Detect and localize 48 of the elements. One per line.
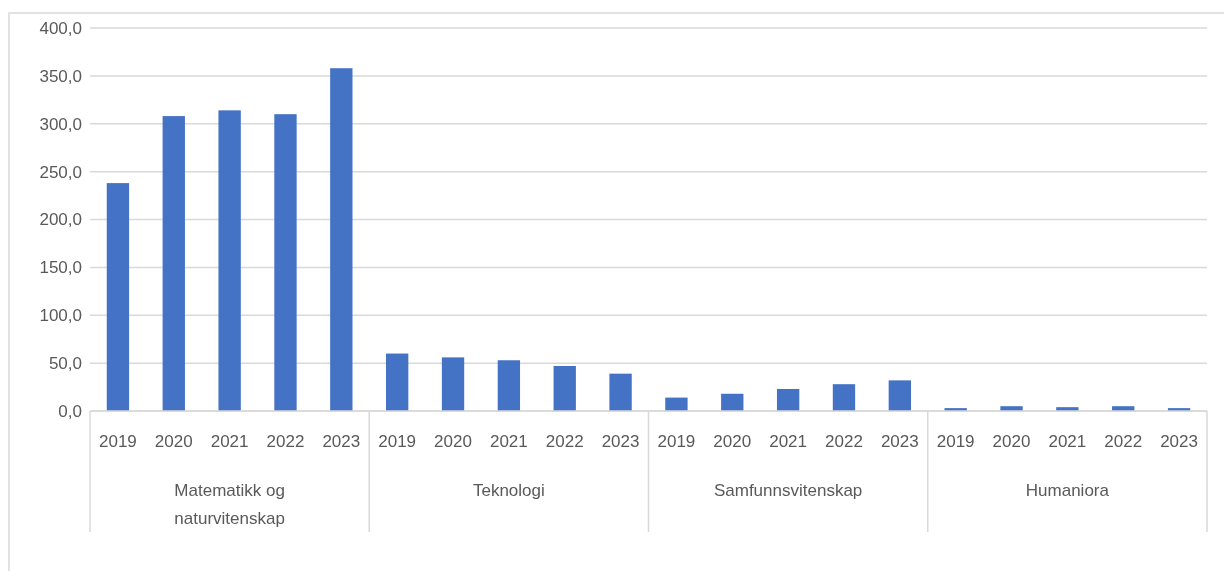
y-tick-label: 200,0 [39, 210, 82, 230]
x-tick-label: 2019 [936, 431, 975, 451]
x-tick-label: 2019 [657, 431, 696, 451]
bar [665, 397, 688, 411]
y-tick-label: 0,0 [58, 401, 82, 421]
bar [721, 393, 744, 411]
bar [106, 183, 130, 411]
x-tick-label: 2022 [545, 431, 584, 451]
bar [553, 366, 576, 411]
y-tick-label: 400,0 [39, 18, 82, 38]
text: Matematikk og naturvitenskap [174, 480, 285, 528]
bar [386, 353, 409, 411]
y-tick-label: 50,0 [48, 354, 82, 374]
bar [609, 373, 632, 411]
x-tick-label: 2019 [99, 431, 137, 451]
bar [218, 110, 241, 411]
y-tick-label: 300,0 [39, 114, 82, 134]
text: Humaniora [1025, 480, 1110, 500]
x-tick-label: 2021 [1048, 431, 1087, 451]
x-tick-label: 2021 [489, 431, 528, 451]
x-tick-label: 2023 [322, 431, 361, 451]
bar [832, 384, 856, 411]
bar [274, 114, 297, 411]
x-tick-label: 2020 [154, 431, 193, 451]
text: Samfunnsvitenskap [713, 480, 863, 500]
bar [497, 360, 521, 411]
y-tick-label: 150,0 [39, 258, 82, 278]
x-tick-label: 2022 [1104, 431, 1143, 451]
x-tick-label: 2022 [266, 431, 305, 451]
x-tick-label: 2019 [378, 431, 417, 451]
x-tick-label: 2020 [992, 431, 1031, 451]
y-tick-label: 250,0 [39, 162, 82, 182]
bar [888, 380, 911, 411]
x-tick-label: 2021 [769, 431, 808, 451]
x-tick-label: 2023 [880, 431, 919, 451]
bar [441, 357, 465, 411]
y-tick-label: 100,0 [39, 306, 82, 326]
bar [162, 116, 185, 411]
x-tick-label: 2020 [713, 431, 752, 451]
bar [330, 68, 353, 411]
bar [776, 388, 800, 411]
x-tick-label: 2021 [210, 431, 249, 451]
x-tick-label: 2023 [601, 431, 640, 451]
y-tick-label: 350,0 [39, 66, 82, 86]
x-tick-label: 2023 [1160, 431, 1198, 451]
text: Teknologi [472, 480, 545, 500]
x-tick-label: 2020 [434, 431, 472, 451]
x-tick-label: 2022 [825, 431, 863, 451]
